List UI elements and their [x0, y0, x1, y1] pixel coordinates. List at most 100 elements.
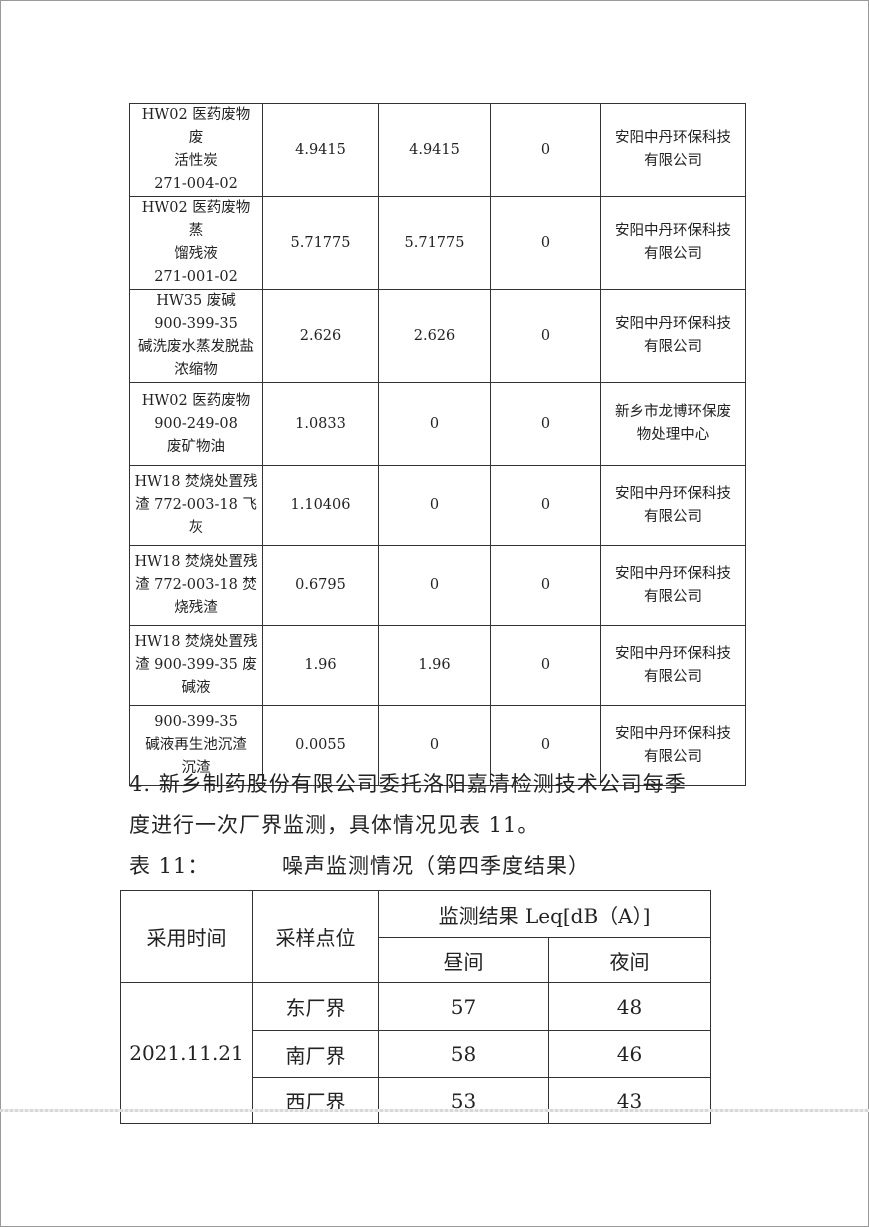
waste-name-cell: HW02 医药废物 废活性炭 271-004-02	[129, 103, 263, 197]
handler-cell: 安阳中丹环保科技 有限公司	[600, 705, 746, 786]
value-cell-2: 1.96	[378, 625, 491, 706]
table-row: HW18 焚烧处置残渣 772-003-18 焚烧残渣 0.6795 0 0 安阳中丹环…	[129, 545, 746, 626]
handler-cell-line: 物处理中心	[636, 427, 710, 443]
value-cell-2: 0	[378, 545, 491, 626]
handler-cell-line: 有限公司	[644, 508, 702, 525]
value-cell-1: 0.6795	[262, 545, 379, 626]
waste-name-cell-line: 浓缩物	[174, 362, 218, 378]
waste-name-cell-line: HW02 医药废物 废	[141, 107, 251, 146]
waste-name-cell: HW18 焚烧处置残渣 772-003-18 飞灰	[129, 465, 263, 546]
value-cell-3: 0	[490, 196, 601, 290]
handler-cell-line: 安阳中丹环保科技	[615, 725, 731, 742]
header-day: 昼间	[378, 937, 549, 983]
handler-cell-line: 有限公司	[644, 748, 702, 765]
waste-name-cell-line: 271-004-02	[154, 176, 238, 192]
table-row: HW02 医药废物 废活性炭 271-004-02 4.9415 4.9415 0 安阳中…	[129, 103, 746, 197]
waste-name-cell-line: HW18 焚烧处置残	[134, 634, 258, 650]
waste-name-cell-line: 271-001-02	[154, 269, 238, 285]
night-cell: 48	[547, 982, 712, 1031]
table-row: HW18 焚烧处置残渣 772-003-18 飞灰 1.10406 0 0 安阳中丹环保…	[129, 465, 746, 546]
waste-name-cell-line: 灰	[188, 520, 204, 536]
table-row: HW02 医药废物 900-249-08 废矿物油 1.0833 0 0 新乡市龙博环保废物…	[129, 382, 746, 466]
value-cell-1: 4.9415	[262, 103, 379, 197]
waste-name-cell-line: 废矿物油	[167, 438, 225, 455]
handler-cell-line: 安阳中丹环保科技	[615, 565, 731, 582]
waste-name-cell-line: 碱洗废水蒸发脱盐	[138, 339, 254, 355]
waste-name-cell-line: 900-249-08	[154, 415, 238, 432]
waste-name-cell-line: HW18 焚烧处置残	[134, 474, 258, 490]
value-cell-1: 2.626	[262, 289, 379, 383]
header-time: 采用时间	[120, 890, 253, 983]
header-night: 夜间	[547, 937, 712, 983]
handler-cell-line: 安阳中丹环保科技	[615, 316, 731, 332]
waste-name-cell-line: 渣 772-003-18 焚	[135, 577, 257, 593]
waste-name-cell-line: 沉渣	[181, 760, 211, 776]
value-cell-3: 0	[490, 382, 601, 466]
waste-name-cell-line: 渣 772-003-18 飞	[135, 497, 257, 513]
header-result: 监测结果 Leq[dB（A）]	[377, 890, 712, 938]
waste-name-cell-line: HW18 焚烧处置残	[134, 554, 258, 570]
table-row: HW18 焚烧处置残渣 900-399-35 废碱液 1.96 1.96 0 安阳中丹环…	[129, 625, 746, 706]
handler-cell-line: 有限公司	[644, 588, 702, 605]
waste-name-cell: HW35 废碱 900-399-35 碱洗废水蒸发脱盐 浓缩物	[129, 289, 263, 383]
value-cell-2: 0	[378, 705, 491, 786]
table-row: 900-399-35 碱液再生池沉渣 沉渣 0.0055 0 0 安阳中丹环保科技 有限公司	[129, 705, 746, 786]
waste-name-cell: 900-399-35 碱液再生池沉渣 沉渣	[129, 705, 263, 786]
value-cell-2: 5.71775	[378, 196, 491, 290]
value-cell-2: 0	[378, 465, 491, 546]
handler-cell: 安阳中丹环保科技 有限公司	[600, 289, 746, 383]
waste-name-cell: HW18 焚烧处置残渣 900-399-35 废碱液	[129, 625, 263, 706]
paragraph-line-2: 度进行一次厂界监测，具体情况见表 11。	[129, 813, 540, 837]
waste-name-cell-line: HW02 医药废物 蒸	[141, 200, 251, 239]
noise-table: 采用时间 采样点位 监测结果 Leq[dB（A）] 昼间 夜间 2021.11.…	[120, 890, 712, 1124]
value-cell-2: 0	[378, 382, 491, 466]
point-cell: 东厂界	[252, 982, 379, 1031]
handler-cell-line: 有限公司	[644, 246, 702, 262]
value-cell-3: 0	[490, 465, 601, 546]
handler-cell-line: 安阳中丹环保科技	[615, 223, 731, 239]
value-cell-1: 1.0833	[262, 382, 379, 466]
handler-cell-line: 安阳中丹环保科技	[615, 645, 731, 662]
value-cell-2: 4.9415	[378, 103, 491, 197]
day-cell: 58	[378, 1030, 549, 1078]
value-cell-3: 0	[490, 103, 601, 197]
waste-name-cell-line: 活性炭	[174, 153, 218, 169]
handler-cell-line: 有限公司	[644, 339, 702, 355]
handler-cell-line: 有限公司	[644, 153, 702, 169]
waste-name-cell: HW02 医药废物 蒸馏残液 271-001-02	[129, 196, 263, 290]
scan-artifact-line	[0, 1109, 869, 1112]
handler-cell-line: 有限公司	[644, 668, 702, 685]
waste-name-cell-line: 碱液再生池沉渣	[145, 737, 247, 753]
night-cell: 46	[547, 1030, 712, 1078]
waste-table: HW02 医药废物 废活性炭 271-004-02 4.9415 4.9415 0 安阳中…	[129, 103, 746, 786]
waste-name-cell-line: 馏残液	[174, 246, 218, 262]
waste-name-cell-line: 碱液	[181, 680, 211, 696]
table-caption-title: 噪声监测情况（第四季度结果）	[282, 854, 590, 878]
value-cell-3: 0	[490, 625, 601, 706]
handler-cell: 安阳中丹环保科技 有限公司	[600, 196, 746, 290]
day-cell: 57	[378, 982, 549, 1031]
table-row: HW35 废碱 900-399-35 碱洗废水蒸发脱盐 浓缩物 2.626 2.626 0 安…	[129, 289, 746, 383]
handler-cell-line: 安阳中丹环保科技	[615, 485, 731, 502]
waste-name-cell: HW18 焚烧处置残渣 772-003-18 焚烧残渣	[129, 545, 263, 626]
value-cell-1: 1.96	[262, 625, 379, 706]
table-caption-label: 表 11：	[129, 854, 210, 878]
value-cell-3: 0	[490, 289, 601, 383]
handler-cell: 安阳中丹环保科技 有限公司	[600, 545, 746, 626]
day-cell: 53	[378, 1077, 549, 1124]
table-row: HW02 医药废物 蒸馏残液 271-001-02 5.71775 5.71775 0 安…	[129, 196, 746, 290]
handler-cell: 安阳中丹环保科技 有限公司	[600, 465, 746, 546]
night-cell: 43	[547, 1077, 712, 1124]
handler-cell: 安阳中丹环保科技 有限公司	[600, 625, 746, 706]
waste-name-cell-line: 渣 900-399-35 废	[135, 657, 257, 673]
value-cell-1: 1.10406	[262, 465, 379, 546]
value-cell-3: 0	[490, 545, 601, 626]
waste-name-cell-line: HW35 废碱	[156, 293, 236, 309]
handler-cell: 新乡市龙博环保废 物处理中心	[600, 382, 746, 466]
header-point: 采样点位	[252, 890, 379, 983]
value-cell-2: 2.626	[378, 289, 491, 383]
waste-name-cell-line: 900-399-35	[154, 714, 238, 730]
waste-name-cell-line: 900-399-35	[154, 316, 238, 332]
point-cell: 南厂界	[252, 1030, 379, 1078]
handler-cell: 安阳中丹环保科技 有限公司	[600, 103, 746, 197]
